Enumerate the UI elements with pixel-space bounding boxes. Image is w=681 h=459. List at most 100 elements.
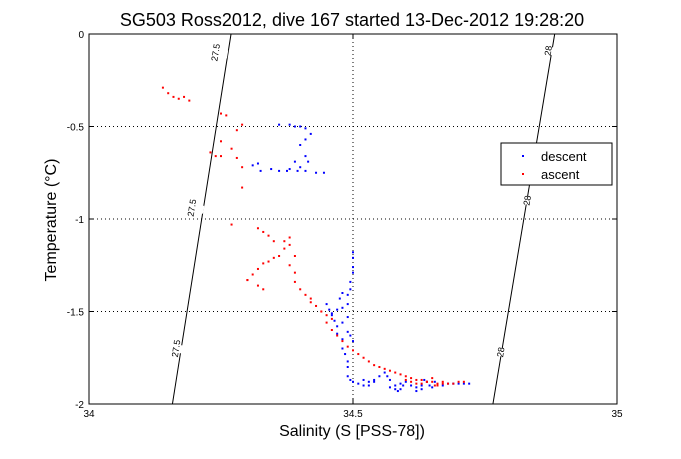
ascent-point [436, 384, 439, 387]
ascent-point [309, 301, 312, 304]
ascent-point [272, 240, 275, 243]
descent-point [293, 125, 296, 128]
ascent-point [293, 280, 296, 283]
descent-point [309, 132, 312, 135]
descent-point [349, 288, 352, 291]
ascent-point [230, 223, 233, 226]
descent-point [423, 378, 426, 381]
descent-point [373, 378, 376, 381]
y-tick-label: -1 [75, 215, 84, 226]
ascent-point [304, 293, 307, 296]
descent-point [388, 378, 391, 381]
legend-marker-descent [522, 155, 524, 157]
ascent-point [431, 377, 434, 380]
ascent-point [235, 129, 238, 132]
descent-point [394, 388, 397, 391]
ascent-point [283, 247, 286, 250]
ascent-point [420, 382, 423, 385]
ascent-point [404, 378, 407, 381]
ascent-point [262, 288, 265, 291]
descent-point [349, 378, 352, 381]
ascent-point [167, 92, 170, 95]
ascent-point [325, 314, 328, 317]
descent-point [352, 266, 354, 269]
ascent-point [325, 321, 328, 324]
descent-point [420, 384, 423, 387]
descent-point [304, 127, 307, 130]
ascent-point [330, 329, 333, 331]
descent-point [349, 334, 352, 337]
ascent-point [433, 384, 436, 387]
descent-point [341, 321, 344, 324]
isopycnal-label-bg [179, 202, 205, 214]
descent-point [396, 390, 399, 393]
ascent-point [367, 360, 370, 363]
descent-point [346, 316, 349, 319]
ascent-point [436, 382, 439, 385]
descent-point [428, 384, 431, 387]
ascent-point [378, 366, 381, 368]
descent-point [468, 382, 471, 385]
ascent-point [235, 156, 238, 159]
descent-point [259, 169, 262, 172]
y-tick-label: -0.5 [67, 123, 85, 134]
descent-point [415, 390, 418, 393]
descent-point [367, 384, 370, 387]
ascent-point [256, 227, 259, 230]
descent-point [299, 125, 302, 128]
ascent-point [330, 317, 333, 320]
descent-point [336, 325, 339, 328]
ascent-point [452, 382, 455, 385]
descent-point [341, 347, 344, 350]
ascent-point [293, 255, 296, 257]
ascent-point [457, 380, 460, 383]
x-tick-label: 34 [83, 409, 95, 420]
ascent-point [283, 240, 286, 243]
ascent-point [172, 95, 175, 98]
ascent-point [404, 375, 407, 378]
ascent-point [341, 340, 344, 343]
ascent-point [320, 310, 323, 313]
y-tick-label: -1.5 [67, 308, 85, 319]
descent-point [296, 169, 299, 172]
descent-point [352, 271, 354, 274]
ascent-point [315, 304, 318, 307]
ascent-point [288, 264, 291, 267]
descent-point [394, 384, 397, 387]
isopycnal-label: 28 [543, 45, 554, 56]
ascent-point [288, 243, 291, 246]
descent-point [415, 386, 418, 389]
ascent-point [415, 378, 418, 381]
ascent-point [447, 382, 450, 385]
descent-point [293, 160, 296, 163]
ascent-point [441, 380, 444, 383]
descent-point [420, 388, 423, 391]
isopycnal-label: 27.5 [170, 339, 183, 358]
ascent-point [362, 356, 365, 359]
ascent-point [209, 151, 212, 154]
descent-point [338, 297, 341, 300]
descent-point [399, 388, 402, 391]
descent-point [341, 338, 344, 341]
descent-point [286, 169, 288, 172]
descent-point [304, 138, 307, 141]
ascent-point [262, 230, 265, 233]
ascent-point [336, 334, 339, 337]
descent-point [373, 380, 376, 383]
descent-point [315, 171, 318, 174]
descent-point [362, 384, 365, 387]
isopycnal-label: 28 [522, 195, 533, 206]
descent-point [256, 162, 259, 165]
y-tick-label: 0 [78, 30, 84, 41]
ascent-point [183, 95, 186, 98]
isopycnal-label-bg [488, 346, 514, 359]
ascent-point [425, 380, 428, 383]
descent-point [322, 171, 325, 174]
ascent-point [241, 123, 244, 126]
ascent-point [299, 288, 302, 291]
descent-point [304, 169, 307, 172]
descent-point [270, 168, 273, 171]
isopycnal-line-28 [492, 33, 556, 405]
isopycnal-label: 28 [495, 346, 506, 357]
